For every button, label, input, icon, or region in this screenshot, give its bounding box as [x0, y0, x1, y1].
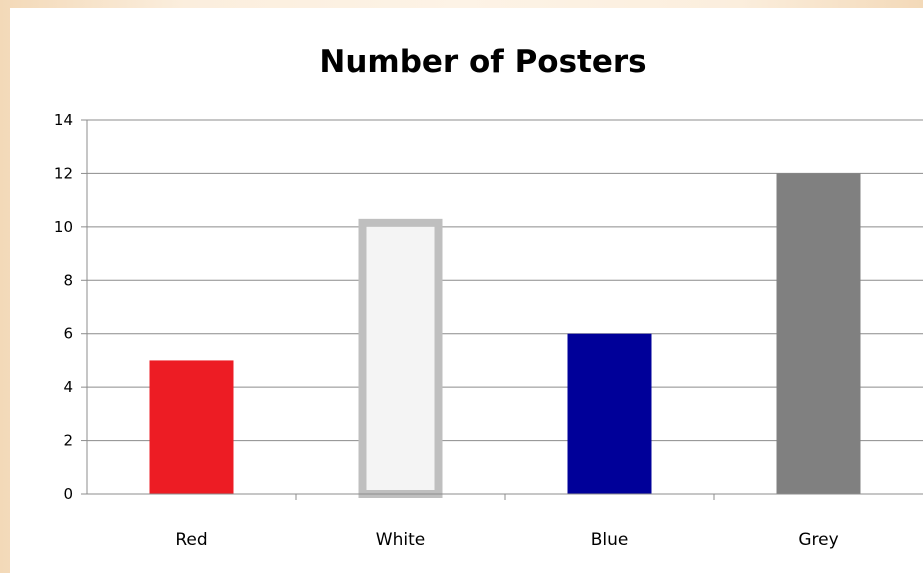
y-tick-label: 8	[63, 271, 73, 289]
y-tick-label: 6	[63, 325, 73, 343]
y-tick-label: 10	[54, 218, 73, 236]
x-category-label: Blue	[591, 530, 629, 550]
bar-white	[358, 218, 443, 498]
bars	[149, 173, 861, 498]
y-axis-tick-labels: 0 2 4 6 8 10 12 14	[54, 111, 73, 503]
y-tick-label: 0	[63, 485, 73, 503]
y-tick-label: 12	[54, 164, 73, 182]
x-category-label: Red	[175, 530, 207, 550]
x-category-label: White	[376, 530, 425, 550]
y-tick-label: 14	[54, 111, 73, 129]
bar-blue	[567, 333, 652, 494]
y-tick-label: 2	[63, 432, 73, 450]
x-axis	[86, 120, 923, 500]
y-tick-label: 4	[63, 378, 73, 396]
bar-red	[149, 360, 234, 494]
x-axis-category-labels: Red White Blue Grey	[175, 530, 838, 550]
bar-grey	[776, 173, 861, 494]
chart-title: Number of Posters	[319, 44, 646, 80]
x-category-label: Grey	[798, 530, 838, 550]
